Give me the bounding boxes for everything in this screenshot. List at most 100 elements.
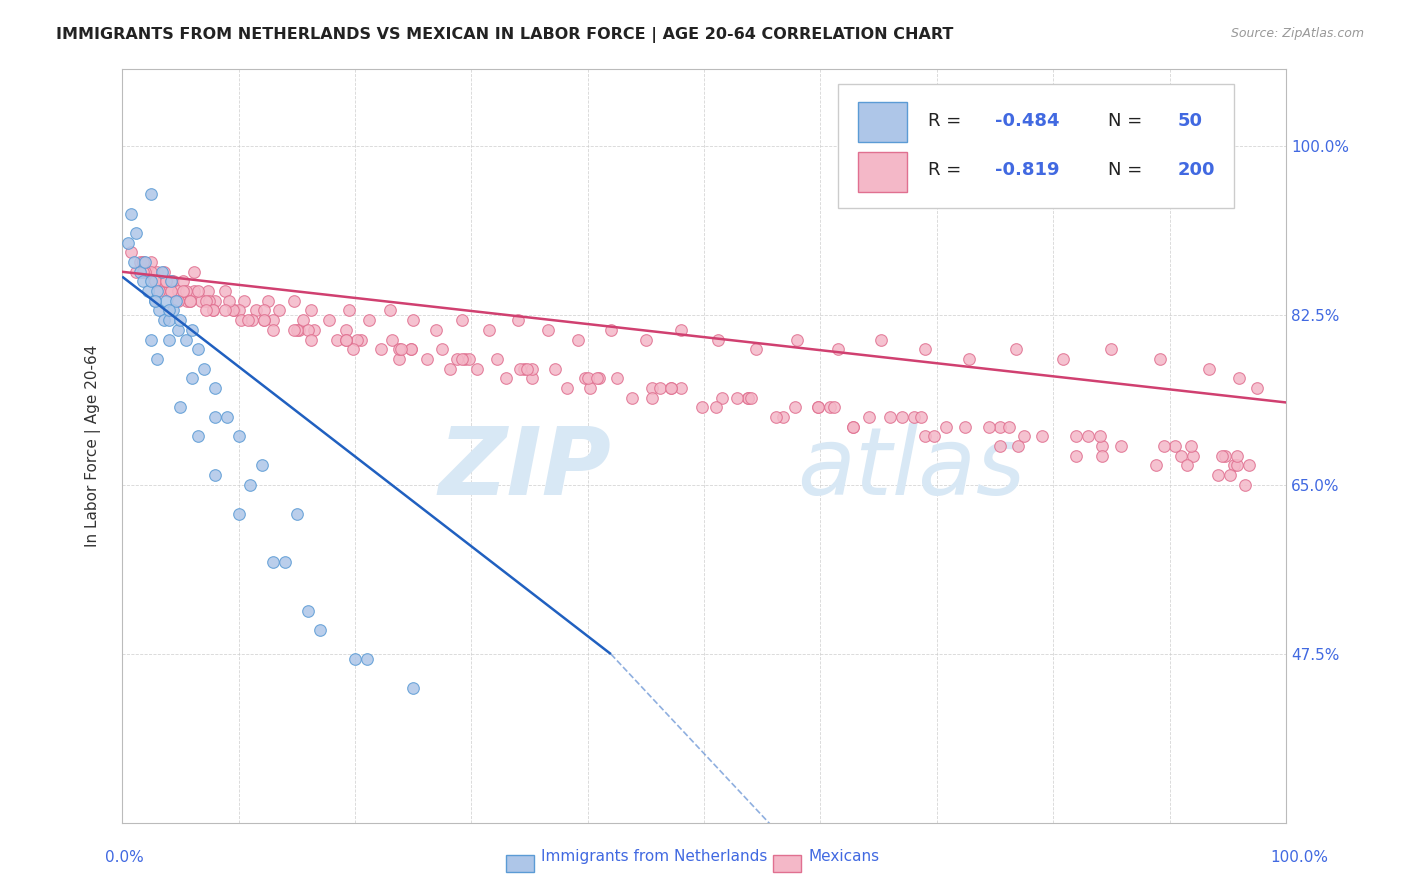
Point [1091, 449, 1114, 463]
Point [451, 313, 474, 327]
Point [190, 293, 212, 308]
Point [485, 351, 508, 366]
Point [710, 391, 733, 405]
Point [187, 429, 209, 443]
Point [402, 313, 425, 327]
Point [141, 255, 163, 269]
Point [430, 342, 453, 356]
Point [350, 333, 373, 347]
Point [574, 371, 596, 385]
Point [465, 361, 488, 376]
Point [228, 303, 250, 318]
Point [162, 303, 184, 318]
Point [890, 409, 912, 424]
Point [228, 429, 250, 443]
Point [998, 419, 1021, 434]
Point [1222, 458, 1244, 473]
Point [439, 361, 461, 376]
Point [661, 381, 683, 395]
Point [157, 284, 180, 298]
Point [335, 333, 357, 347]
Text: 0.0%: 0.0% [105, 850, 145, 865]
Point [148, 275, 170, 289]
Point [222, 303, 245, 318]
Point [197, 284, 219, 298]
Text: 50: 50 [1178, 112, 1202, 130]
Point [446, 351, 468, 366]
Point [201, 303, 224, 318]
Point [236, 313, 259, 327]
Point [179, 293, 201, 308]
Point [914, 429, 936, 443]
Bar [858, 103, 907, 142]
Text: 100.0%: 100.0% [1271, 850, 1329, 865]
Point [842, 419, 865, 434]
Text: atlas: atlas [797, 423, 1025, 514]
Point [737, 391, 759, 405]
Point [772, 409, 794, 424]
Point [634, 333, 657, 347]
Point [342, 342, 364, 356]
Point [134, 255, 156, 269]
Point [132, 255, 155, 269]
Point [242, 313, 264, 327]
Point [169, 313, 191, 327]
Point [690, 401, 713, 415]
Point [1175, 458, 1198, 473]
Point [661, 381, 683, 395]
Point [181, 323, 204, 337]
Point [399, 342, 422, 356]
Point [285, 507, 308, 521]
Point [141, 187, 163, 202]
Point [1052, 351, 1074, 366]
Text: Immigrants from Netherlands: Immigrants from Netherlands [541, 849, 768, 864]
Point [204, 293, 226, 308]
Point [1181, 449, 1204, 463]
Point [370, 342, 392, 356]
Point [160, 284, 183, 298]
Point [297, 603, 319, 617]
Point [201, 303, 224, 318]
Point [827, 342, 849, 356]
Point [1246, 381, 1268, 395]
Point [823, 401, 845, 415]
Point [148, 303, 170, 318]
Point [167, 284, 190, 298]
Point [143, 275, 166, 289]
Point [620, 391, 643, 405]
Point [179, 293, 201, 308]
Point [506, 313, 529, 327]
Point [879, 409, 901, 424]
Text: Source: ZipAtlas.com: Source: ZipAtlas.com [1230, 27, 1364, 40]
Point [648, 381, 671, 395]
Point [544, 361, 567, 376]
Y-axis label: In Labor Force | Age 20-64: In Labor Force | Age 20-64 [86, 345, 101, 547]
Point [141, 265, 163, 279]
Point [1226, 458, 1249, 473]
Point [576, 371, 599, 385]
Point [1066, 429, 1088, 443]
Point [160, 275, 183, 289]
Point [134, 265, 156, 279]
Point [512, 361, 534, 376]
Point [174, 284, 197, 298]
Point [495, 371, 517, 385]
Point [1005, 342, 1028, 356]
Point [297, 323, 319, 337]
Point [194, 303, 217, 318]
Point [600, 323, 623, 337]
Point [291, 313, 314, 327]
Point [1088, 429, 1111, 443]
Point [256, 293, 278, 308]
Point [1229, 371, 1251, 385]
Point [704, 401, 727, 415]
FancyBboxPatch shape [838, 84, 1233, 208]
Point [157, 303, 180, 318]
Text: -0.819: -0.819 [995, 161, 1060, 179]
Text: R =: R = [928, 112, 966, 130]
Point [269, 303, 291, 318]
Point [346, 333, 368, 347]
Point [215, 409, 238, 424]
Point [586, 371, 609, 385]
Point [1211, 449, 1233, 463]
